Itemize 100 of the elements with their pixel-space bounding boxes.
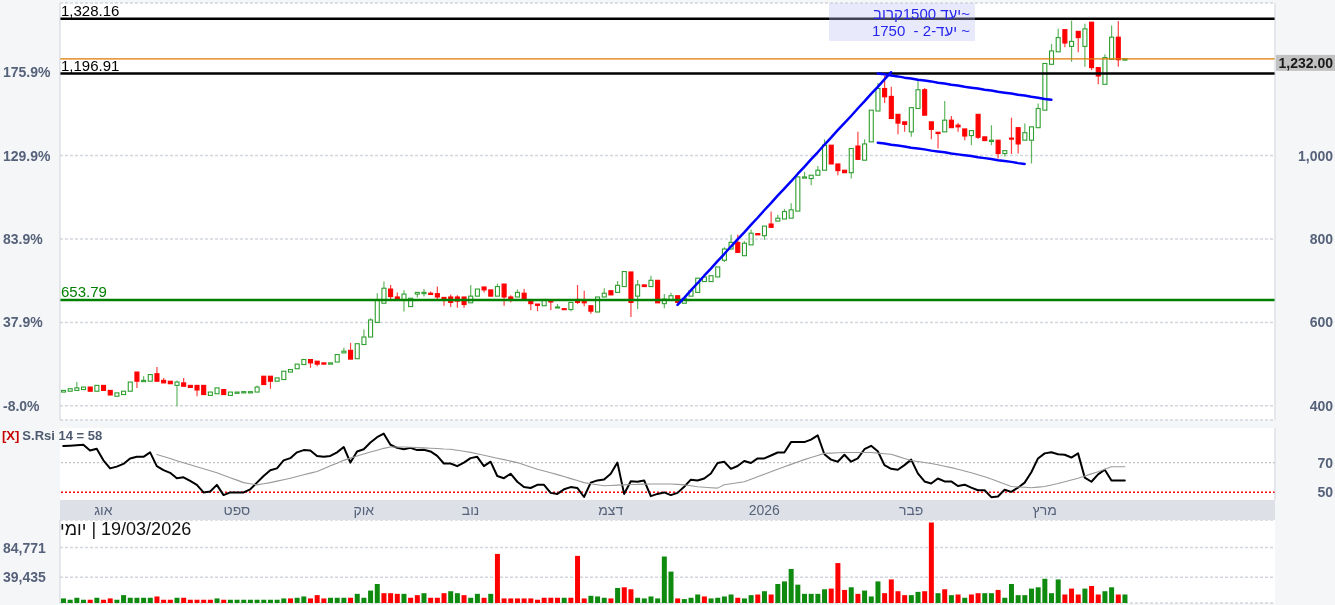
bar xyxy=(434,597,440,603)
y-tick-label: 84,771 xyxy=(3,539,47,556)
candlestick xyxy=(588,305,594,315)
bar xyxy=(755,594,761,603)
bar xyxy=(615,587,621,603)
candlestick xyxy=(541,298,547,307)
annotation: 19/03/2026 | יומי xyxy=(60,519,192,539)
bar xyxy=(768,594,774,603)
bar xyxy=(862,590,868,603)
ref-line-label: 1,328.16 xyxy=(61,1,120,19)
candlestick xyxy=(728,234,734,250)
bar xyxy=(842,589,848,603)
bar xyxy=(581,598,587,603)
x-tick-label: אוק xyxy=(353,502,375,518)
bar xyxy=(101,599,107,603)
line-series xyxy=(156,446,1126,489)
bar xyxy=(681,599,687,603)
bar xyxy=(207,599,213,603)
candlestick xyxy=(147,374,153,382)
bar xyxy=(1028,588,1034,603)
bar xyxy=(975,593,981,603)
bar xyxy=(575,555,581,603)
bar xyxy=(608,598,614,603)
candlestick xyxy=(621,271,627,288)
bar xyxy=(401,593,407,603)
bar xyxy=(1102,591,1108,603)
x-tick-label: 2026 xyxy=(748,502,781,518)
x-tick-label: פבר xyxy=(898,502,924,518)
annotation: ~ יעד-2 - 1750 xyxy=(871,22,970,39)
line-series xyxy=(876,141,1026,166)
bar xyxy=(982,593,988,603)
bar xyxy=(995,589,1001,603)
bar xyxy=(308,598,314,603)
bar xyxy=(408,597,414,603)
ref-line-label: 653.79 xyxy=(61,282,107,300)
bar xyxy=(555,597,561,603)
y-tick-label: 800 xyxy=(1309,231,1334,248)
bar xyxy=(147,597,153,603)
bar xyxy=(1062,594,1068,603)
bar xyxy=(328,597,334,603)
bar xyxy=(675,598,681,603)
candlestick xyxy=(1028,126,1035,165)
bar xyxy=(181,597,187,603)
bar xyxy=(448,591,454,603)
candlestick xyxy=(327,362,334,365)
bar xyxy=(942,589,948,603)
x-tick-label: דצמ xyxy=(598,502,624,518)
bar xyxy=(481,597,487,603)
y2-tick-label: -8.0% xyxy=(3,397,41,414)
bar xyxy=(568,597,574,603)
bar xyxy=(1008,584,1014,603)
bar xyxy=(141,597,147,603)
bar xyxy=(121,595,127,603)
bar xyxy=(701,596,707,603)
bar xyxy=(381,593,387,603)
bar xyxy=(94,597,100,603)
y2-tick-label: 129.9% xyxy=(3,147,52,164)
bar xyxy=(368,590,374,603)
candlestick xyxy=(882,74,888,104)
bar xyxy=(601,597,607,603)
bar xyxy=(1089,585,1095,603)
ref-line-label: 1,196.91 xyxy=(61,56,120,74)
bar xyxy=(595,596,601,603)
bar xyxy=(87,599,93,603)
bar xyxy=(748,595,754,603)
bar xyxy=(61,598,66,603)
bar xyxy=(668,571,674,603)
candlestick xyxy=(127,381,133,392)
bar xyxy=(394,593,400,603)
bar xyxy=(1082,588,1088,603)
bar xyxy=(161,599,167,603)
bar xyxy=(588,595,594,603)
bar xyxy=(174,597,180,603)
candlestick xyxy=(561,308,567,311)
bar xyxy=(514,598,520,603)
candlestick xyxy=(221,389,227,396)
bar xyxy=(221,599,227,603)
bar xyxy=(781,581,787,603)
candlestick xyxy=(474,288,480,297)
bar xyxy=(167,599,173,603)
bar xyxy=(1075,594,1081,603)
text: [X] xyxy=(2,428,20,443)
bar xyxy=(962,597,968,603)
bar xyxy=(214,598,220,603)
bar xyxy=(735,597,741,603)
bar xyxy=(721,596,727,603)
candlestick xyxy=(287,368,294,373)
bar xyxy=(374,584,380,603)
bar xyxy=(561,597,567,603)
candlestick xyxy=(768,210,774,228)
bar xyxy=(922,591,928,603)
candlestick xyxy=(334,353,340,363)
bar xyxy=(822,589,828,603)
candlestick xyxy=(995,139,1001,160)
candlestick xyxy=(628,271,634,318)
candlestick xyxy=(1062,29,1068,48)
bar xyxy=(488,593,494,603)
bar xyxy=(1095,594,1101,603)
candlestick xyxy=(942,100,948,133)
bar xyxy=(741,598,747,603)
